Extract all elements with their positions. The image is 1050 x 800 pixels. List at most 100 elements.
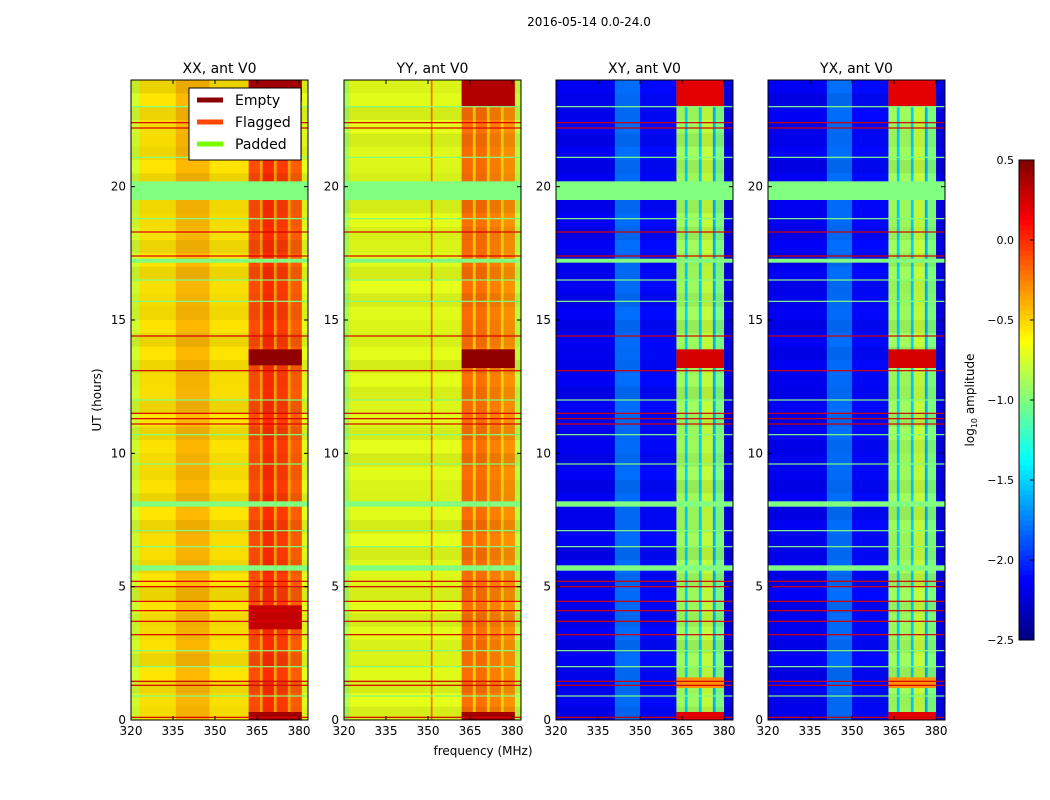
heatmap [768,80,945,720]
heatmap-texture [344,147,521,160]
x-tick-label: 350 [629,724,652,738]
heatmap-texture [344,627,521,640]
padded-line [556,530,733,532]
flagged-line [344,370,521,372]
colorbar-segment [1019,620,1034,626]
x-tick-label: 320 [545,724,568,738]
heatmap-texture [556,693,733,706]
colorbar-segment [1019,295,1034,301]
heatmap-event [248,712,302,720]
padded-row [344,501,521,507]
heatmap-texture [556,640,733,654]
colorbar-segment [1019,540,1034,546]
colorbar-segment [1019,160,1034,166]
heatmap-texture [768,693,945,707]
padded-line [556,156,733,158]
colorbar-segment [1019,250,1034,256]
colorbar-segment [1019,635,1034,641]
heatmap-texture [131,507,308,520]
heatmap-texture [131,573,308,586]
heatmap-texture [556,373,733,386]
heatmap-texture [556,400,733,413]
heatmap-texture [556,653,733,666]
heatmap-texture [768,413,945,427]
colorbar-segment [1019,420,1034,426]
y-tick-label: 10 [536,446,551,460]
colorbar-segment [1019,380,1034,386]
padded-line [768,156,945,158]
colorbar-segment [1019,530,1034,536]
heatmap-texture [556,613,733,627]
heatmap [344,80,521,720]
heatmap-texture [556,147,733,160]
padded-line [768,666,945,668]
heatmap-texture [768,240,945,253]
heatmap-texture [556,480,733,494]
padded-line [344,530,521,532]
heatmap-texture [556,106,733,120]
colorbar-segment [1019,310,1034,316]
heatmap-texture [768,480,945,494]
flagged-line [556,620,733,622]
colorbar-segment [1019,370,1034,376]
flagged-line [344,335,521,337]
flagged-line [131,680,308,682]
heatmap-texture [131,160,308,173]
heatmap-event [676,677,725,688]
heatmap-texture [768,133,945,147]
heatmap-event [888,712,937,720]
flagged-line [556,412,733,414]
flagged-line [344,684,521,686]
flagged-line [556,600,733,602]
padded-line [344,434,521,436]
panel-frame [130,79,309,721]
panel-title: YX, ant V0 [819,61,893,77]
heatmap-texture [556,600,733,613]
x-tick-label: 320 [757,724,780,738]
heatmap-texture [131,333,308,347]
colorbar-segment [1019,430,1034,436]
x-tick-label: 335 [799,724,822,738]
heatmap-texture [556,320,733,334]
colorbar-segment [1019,605,1034,611]
x-tick-label: 380 [501,724,524,738]
heatmap-texture [556,333,733,346]
heatmap-texture [768,226,945,240]
colorbar-segment [1019,325,1034,331]
flagged-line [131,610,308,612]
colorbar-segment [1019,450,1034,456]
heatmap-texture [131,387,308,400]
colorbar-segment [1019,485,1034,491]
heatmap-texture [768,427,945,440]
heatmap-event [461,80,515,107]
heatmap-texture [768,386,945,400]
padded-line [768,650,945,652]
flagged-line [131,231,308,233]
heatmap-texture [131,586,308,600]
colorbar-segment [1019,440,1034,446]
heatmap-event [676,80,725,107]
colorbar: 0.5 0.0 −0.5 −1.0 −1.5 −2.0 −2.5 [987,154,1035,647]
colorbar-segment [1019,550,1034,556]
flagged-line [344,620,521,622]
padded-line [344,666,521,668]
padded-line [131,530,308,532]
panel-title: XY, ant V0 [608,61,681,77]
heatmap-texture [556,413,733,427]
flagged-line [131,634,308,636]
heatmap-event [888,677,937,688]
colorbar-label: log10 amplitude [963,354,979,447]
heatmap-texture [131,306,308,320]
heatmap-texture [131,626,308,640]
heatmap-texture [344,586,521,600]
panel-xx: XX, ant V0 320 335 350 365 380 0 5 10 15 20 [111,61,311,738]
padded-row [556,181,733,200]
colorbar-segment [1019,560,1034,566]
colorbar-segment [1019,455,1034,461]
y-tick-label: 0 [118,713,126,727]
flagged-line [768,418,945,420]
y-tick-label: 10 [748,446,763,460]
padded-line [768,434,945,436]
padded-line [344,106,521,108]
